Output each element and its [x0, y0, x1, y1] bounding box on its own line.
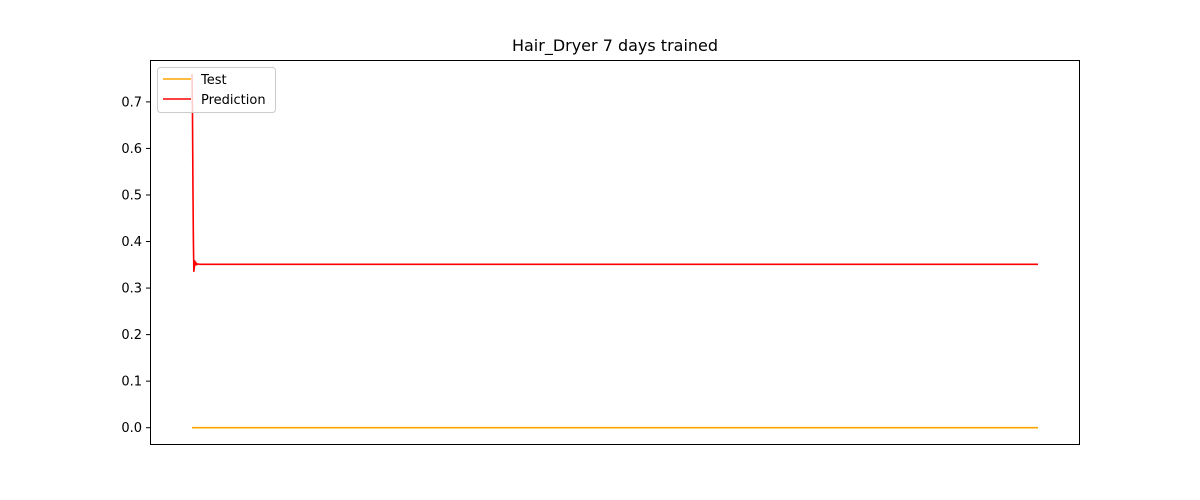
y-tick-label: 0.6: [121, 142, 142, 157]
y-tick-label: 0.3: [121, 282, 142, 297]
legend-label-test: Test: [200, 73, 227, 88]
plot-frame: [150, 60, 1080, 445]
y-tick-label: 0.7: [121, 95, 142, 110]
y-axis: 0.0 0.1 0.2 0.3 0.4 0.5 0.6 0.7: [121, 95, 150, 436]
plot-area: [191, 73, 1038, 429]
chart-title: Hair_Dryer 7 days trained: [512, 36, 718, 56]
y-tick-label: 0.4: [121, 235, 142, 250]
legend-label-prediction: Prediction: [201, 93, 266, 108]
y-tick-label: 0.5: [121, 188, 142, 203]
series-line-prediction: [191, 73, 1038, 273]
y-tick-label: 0.0: [121, 421, 142, 436]
legend: Test Prediction: [157, 67, 276, 113]
y-tick-label: 0.2: [121, 328, 142, 343]
y-tick-label: 0.1: [121, 375, 142, 390]
